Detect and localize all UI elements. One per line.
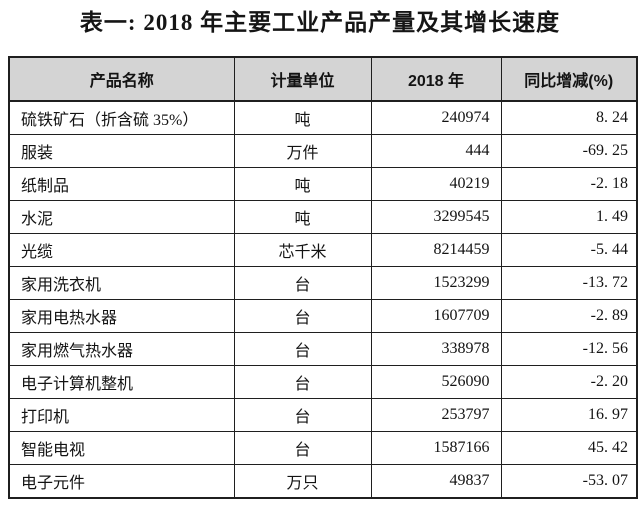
table-row: 家用洗衣机台 1523299 -13. 72: [8, 266, 638, 300]
product-name-cell: 智能电视: [8, 431, 235, 465]
product-name-cell: 家用燃气热水器: [8, 332, 235, 366]
table-row: 水泥吨 3299545 1. 49: [8, 200, 638, 234]
yoy-change-cell: 45. 42: [500, 431, 638, 465]
table-body: 硫铁矿石（折含硫 35%）吨 240974 8. 24 服装 万件 444 -69. 25 纸…: [8, 100, 638, 499]
table-row: 电子元件 万只 49837 -53. 07: [8, 464, 638, 499]
output-2018-cell: 1607709: [370, 299, 502, 333]
table-row: 光缆 芯千米 8214459 -5. 44: [8, 233, 638, 267]
product-name-cell: 电子计算机整机: [8, 365, 235, 399]
output-2018-cell: 1587166: [370, 431, 502, 465]
unit-cell: 台: [233, 299, 372, 333]
unit-cell: 吨: [233, 167, 372, 201]
column-header: 产品名称: [8, 56, 235, 102]
table-row: 家用燃气热水器台 338978 -12. 56: [8, 332, 638, 366]
yoy-change-cell: 16. 97: [500, 398, 638, 432]
output-2018-cell: 240974: [370, 100, 502, 135]
table-row: 服装 万件 444 -69. 25: [8, 134, 638, 168]
product-name-cell: 硫铁矿石（折含硫 35%）: [8, 100, 235, 135]
column-header: 计量单位: [233, 56, 372, 102]
unit-cell: 台: [233, 332, 372, 366]
yoy-change-cell: 1. 49: [500, 200, 638, 234]
unit-cell: 台: [233, 431, 372, 465]
product-name-cell: 光缆: [8, 233, 235, 267]
product-name-cell: 家用洗衣机: [8, 266, 235, 300]
yoy-change-cell: 8. 24: [500, 100, 638, 135]
column-header: 同比增减(%): [500, 56, 638, 102]
document-page: 表一: 2018 年主要工业产品产量及其增长速度 产品名称 计量单位 2018 年同…: [0, 8, 640, 508]
output-2018-cell: 444: [370, 134, 502, 168]
unit-cell: 吨: [233, 200, 372, 234]
column-header: 2018 年: [370, 56, 502, 102]
industrial-output-table: 产品名称 计量单位 2018 年同比增减(%) 硫铁矿石（折含硫 35%）吨 2409…: [8, 56, 638, 499]
unit-cell: 芯千米: [233, 233, 372, 267]
table-row: 硫铁矿石（折含硫 35%）吨 240974 8. 24: [8, 100, 638, 135]
product-name-cell: 打印机: [8, 398, 235, 432]
table-row: 家用电热水器台 1607709 -2. 89: [8, 299, 638, 333]
unit-cell: 台: [233, 266, 372, 300]
unit-cell: 万只: [233, 464, 372, 499]
yoy-change-cell: -2. 18: [500, 167, 638, 201]
header-row: 产品名称 计量单位 2018 年同比增减(%): [8, 56, 638, 102]
unit-cell: 万件: [233, 134, 372, 168]
yoy-change-cell: -69. 25: [500, 134, 638, 168]
product-name-cell: 水泥: [8, 200, 235, 234]
table-row: 纸制品吨 40219 -2. 18: [8, 167, 638, 201]
output-2018-cell: 49837: [370, 464, 502, 499]
product-name-cell: 家用电热水器: [8, 299, 235, 333]
yoy-change-cell: -13. 72: [500, 266, 638, 300]
output-2018-cell: 526090: [370, 365, 502, 399]
yoy-change-cell: -2. 89: [500, 299, 638, 333]
table-row: 智能电视台 1587166 45. 42: [8, 431, 638, 465]
output-2018-cell: 40219: [370, 167, 502, 201]
output-2018-cell: 1523299: [370, 266, 502, 300]
yoy-change-cell: -53. 07: [500, 464, 638, 499]
output-2018-cell: 338978: [370, 332, 502, 366]
yoy-change-cell: -12. 56: [500, 332, 638, 366]
table-title: 表一: 2018 年主要工业产品产量及其增长速度: [79, 10, 561, 35]
output-2018-cell: 3299545: [370, 200, 502, 234]
unit-cell: 台: [233, 365, 372, 399]
table-row: 打印机台 253797 16. 97: [8, 398, 638, 432]
yoy-change-cell: -2. 20: [500, 365, 638, 399]
unit-cell: 吨: [233, 100, 372, 135]
product-name-cell: 纸制品: [8, 167, 235, 201]
product-name-cell: 服装: [8, 134, 235, 168]
product-name-cell: 电子元件: [8, 464, 235, 499]
unit-cell: 台: [233, 398, 372, 432]
output-2018-cell: 253797: [370, 398, 502, 432]
table-row: 电子计算机整机台 526090 -2. 20: [8, 365, 638, 399]
output-2018-cell: 8214459: [370, 233, 502, 267]
yoy-change-cell: -5. 44: [500, 233, 638, 267]
